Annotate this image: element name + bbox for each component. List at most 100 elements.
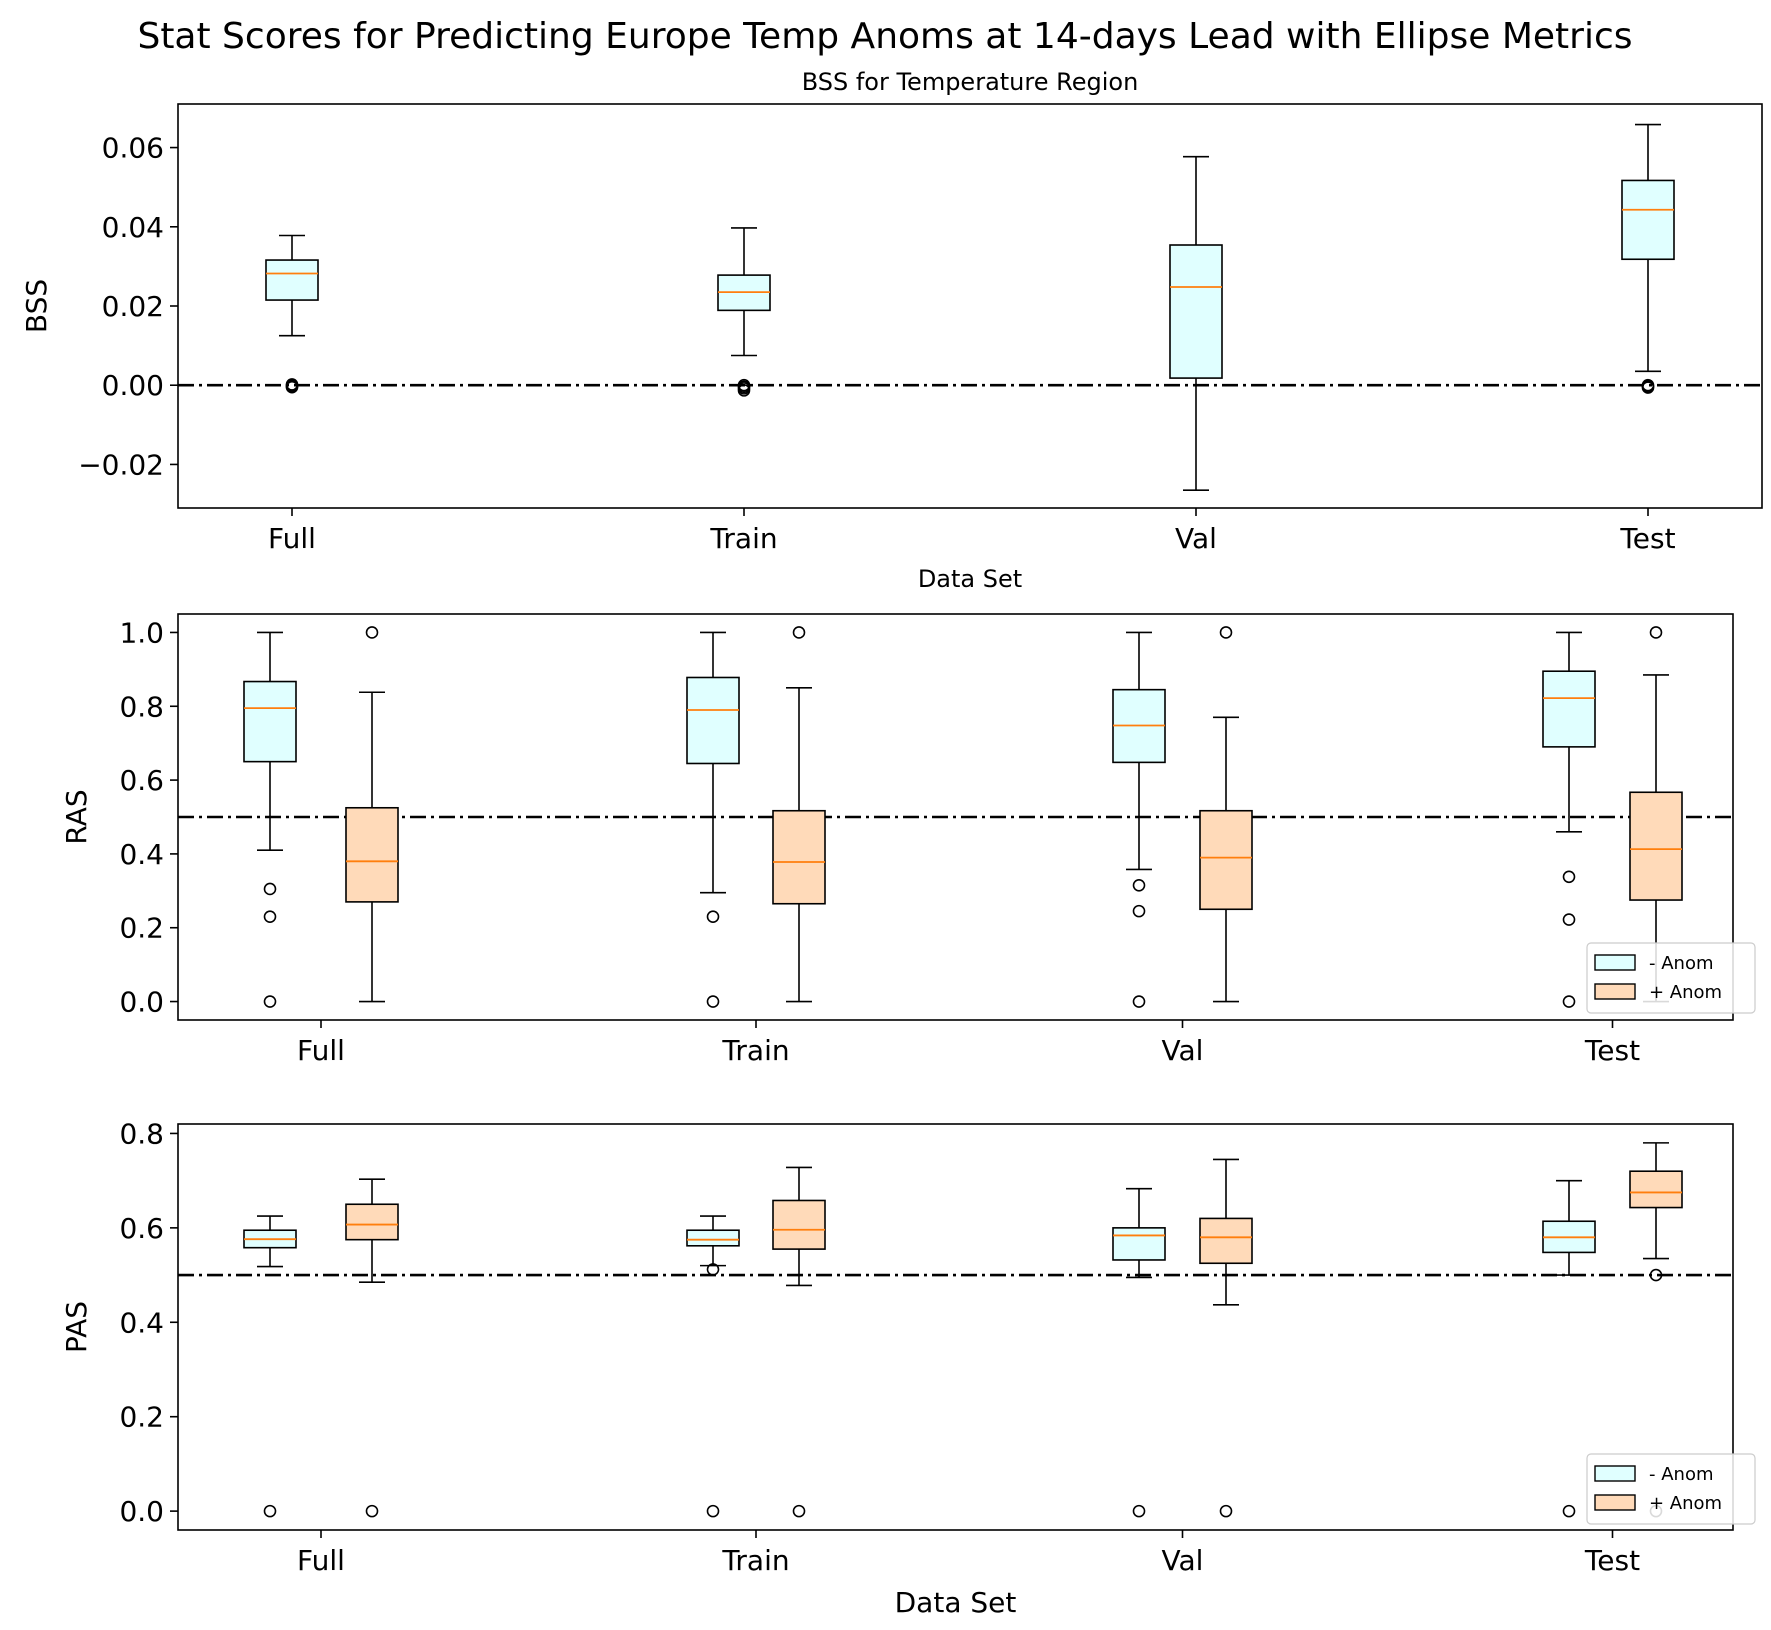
box-body [1199, 809, 1253, 911]
panel-pas: 0.0 0.2 0.4 0.6 0.8 Full Train Val Test Data Set P… [60, 1117, 1756, 1619]
x-tick-label: Test [1584, 1544, 1640, 1577]
figure-title: Stat Scores for Predicting Europe Temp A… [137, 16, 1632, 57]
outlier-point [1219, 1504, 1233, 1518]
outlier-point [1649, 1268, 1663, 1282]
legend-label-pos: + Anom [1649, 982, 1722, 1003]
chart-panels: BSS for Temperature Region −0.02 0.00 0.02 0… [20, 68, 1763, 1619]
box-val-pos [1199, 1158, 1253, 1518]
outlier-point [1132, 904, 1146, 918]
x-tick-label: Train [721, 1034, 789, 1067]
box-val [1169, 155, 1223, 491]
box-body [686, 1229, 740, 1247]
y-tick-label: 0.06 [102, 132, 164, 165]
outlier-point [263, 995, 277, 1008]
legend-swatch-neg [1594, 1465, 1636, 1482]
x-axis-label: Data Set [918, 565, 1022, 593]
box-body [243, 680, 297, 763]
box-body [686, 676, 740, 765]
y-axis-label: RAS [60, 789, 93, 844]
box-body [772, 1199, 826, 1250]
outlier-point [285, 380, 299, 393]
x-tick-label: Test [1619, 522, 1675, 555]
y-tick-label: −0.02 [78, 448, 164, 481]
outlier-point [737, 384, 751, 397]
box-full-pos [345, 1178, 399, 1518]
x-tick-label: Val [1175, 522, 1217, 555]
y-tick-label: 0.04 [102, 211, 164, 244]
box-full-pos [345, 626, 399, 1003]
x-tick-label: Full [268, 522, 316, 555]
outlier-point [263, 1504, 277, 1518]
box-full-neg [243, 631, 297, 1008]
outlier-point [1132, 878, 1146, 892]
y-tick-label: 0.0 [119, 986, 164, 1019]
outlier-point [792, 626, 806, 639]
box-train [717, 227, 771, 397]
panel-title: BSS for Temperature Region [802, 68, 1139, 96]
outlier-point [263, 882, 277, 896]
box-body [1629, 791, 1683, 901]
x-tick-label: Train [709, 522, 777, 555]
x-tick-label: Full [297, 1034, 345, 1067]
legend: - Anom + Anom [1586, 942, 1756, 1014]
box-test-pos [1629, 1142, 1683, 1518]
box-body [1621, 179, 1675, 261]
y-tick-label: 0.2 [119, 912, 164, 945]
box-train-pos [772, 1166, 826, 1518]
legend-swatch-pos [1594, 1494, 1636, 1511]
box-test-neg [1542, 631, 1596, 1008]
x-tick-label: Full [297, 1544, 345, 1577]
box-full [265, 234, 319, 394]
box-body [772, 809, 826, 905]
legend-swatch-neg [1594, 954, 1636, 971]
box-body [1199, 1217, 1253, 1265]
plot-frame [177, 103, 1763, 509]
outlier-point [1649, 626, 1663, 639]
y-axis-label: BSS [20, 279, 53, 333]
legend-swatch-pos [1594, 983, 1636, 1000]
box-body [1169, 244, 1223, 379]
box-body [1112, 1227, 1166, 1261]
y-tick-label: 0.2 [119, 1401, 164, 1434]
x-axis-label: Data Set [895, 1586, 1017, 1619]
outlier-point [365, 626, 379, 639]
legend: - Anom + Anom [1586, 1453, 1756, 1525]
y-tick-label: 0.6 [119, 1212, 164, 1245]
plot-frame [177, 613, 1734, 1021]
y-axis-label: PAS [60, 1301, 93, 1353]
y-tick-label: 0.00 [102, 369, 164, 402]
box-train-neg [686, 631, 740, 1008]
y-tick-label: 0.8 [119, 1117, 164, 1150]
legend-label-neg: - Anom [1649, 1464, 1714, 1485]
box-body [1542, 670, 1596, 748]
box-body [265, 259, 319, 301]
outlier-point [1562, 913, 1576, 926]
outlier-point [1562, 995, 1576, 1008]
box-val-neg [1112, 631, 1166, 1008]
outlier-point [1562, 870, 1576, 884]
box-val-pos [1199, 626, 1253, 1003]
panel-ras: 0.0 0.2 0.4 0.6 0.8 1.0 Full Train Val Test RAS - A… [60, 613, 1756, 1067]
box-full-neg [243, 1215, 297, 1518]
box-val-neg [1112, 1187, 1166, 1518]
box-test-neg [1542, 1179, 1596, 1518]
outlier-point [1132, 995, 1146, 1008]
y-tick-label: 0.0 [119, 1495, 164, 1528]
outlier-point [706, 1504, 720, 1518]
outlier-point [706, 1263, 720, 1276]
box-body [345, 1203, 399, 1241]
outlier-point [1219, 626, 1233, 639]
outlier-point [263, 910, 277, 923]
y-tick-label: 0.6 [119, 764, 164, 797]
x-tick-label: Val [1162, 1034, 1204, 1067]
y-tick-label: 1.0 [119, 616, 164, 649]
legend-label-pos: + Anom [1649, 1493, 1722, 1514]
box-test-pos [1629, 626, 1683, 1003]
x-tick-label: Train [721, 1544, 789, 1577]
outlier-point [1562, 1504, 1576, 1518]
outlier-point [792, 1504, 806, 1518]
y-tick-label: 0.02 [102, 290, 164, 323]
box-train-pos [772, 626, 826, 1003]
panel-bss: BSS for Temperature Region −0.02 0.00 0.02 0… [20, 68, 1763, 593]
